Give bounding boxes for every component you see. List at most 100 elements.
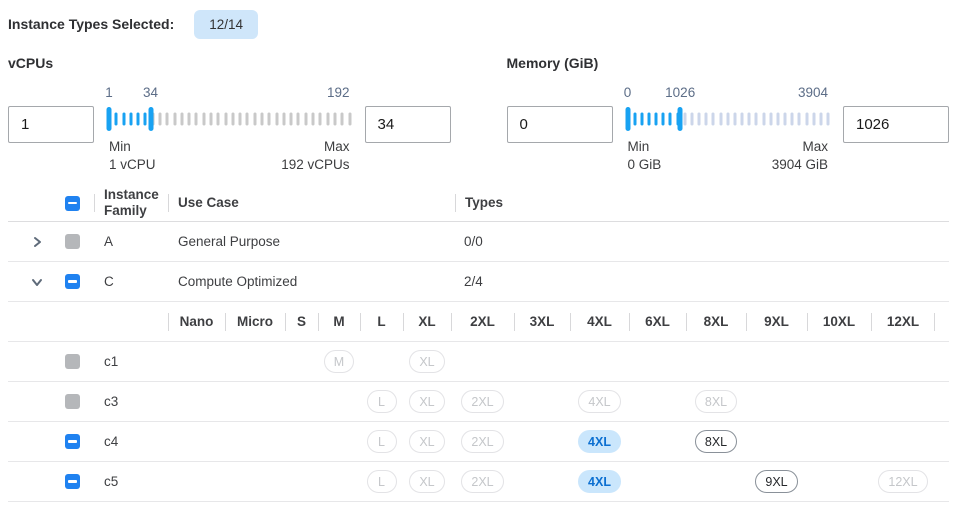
table-body: A General Purpose 0/0 C Compute Optimized 2/4… — [8, 222, 949, 502]
slider-tick — [289, 112, 293, 126]
slider-tick — [340, 112, 344, 126]
type-name: c4 — [104, 434, 119, 449]
slider-min-caption: Min 1 vCPU — [109, 138, 156, 174]
min-label: Min — [109, 139, 131, 154]
slider-marks: 1 34 192 — [105, 85, 349, 106]
memory-slider[interactable]: 0 1026 3904 Min 0 GiB Max 3904 GiB — [624, 85, 830, 174]
column-types: Types — [465, 195, 504, 210]
slider-track[interactable] — [625, 106, 830, 132]
size-chip: 8XL — [694, 390, 738, 413]
slider-tick — [704, 112, 708, 126]
slider-tick — [647, 112, 651, 126]
family-row: A General Purpose 0/0 — [8, 222, 949, 262]
slider-tick — [136, 112, 140, 126]
slider-tick — [668, 112, 672, 126]
memory-max-input[interactable] — [843, 106, 949, 143]
slider-tick — [122, 112, 126, 126]
size-chip[interactable]: 8XL — [694, 430, 738, 453]
column-separator — [94, 194, 95, 212]
size-chip: XL — [409, 350, 445, 373]
family-row: C Compute Optimized 2/4 — [8, 262, 949, 302]
size-chip[interactable]: 9XL — [755, 470, 798, 493]
vcpus-max-input[interactable] — [364, 106, 451, 143]
size-column-label: 6XL — [629, 302, 686, 341]
slider-tick — [726, 112, 730, 126]
slider-tick — [275, 112, 279, 126]
slider-tick — [690, 112, 694, 126]
slider-tick — [776, 112, 780, 126]
type-row: c5 L XL 2XL 4XL 9XL 12XL — [8, 462, 949, 502]
vcpus-label: vCPUs — [8, 55, 54, 71]
slider-tick — [158, 112, 162, 126]
type-row: c3 L XL 2XL 4XL 8XL — [8, 382, 949, 422]
slider-tick — [326, 112, 330, 126]
slider-handle-low[interactable] — [625, 107, 630, 131]
slider-tick — [719, 112, 723, 126]
slider-tick — [187, 112, 191, 126]
vcpus-min-input[interactable] — [8, 106, 94, 143]
slider-tick — [747, 112, 751, 126]
size-column-label: S — [285, 302, 318, 341]
expand-chevron-icon[interactable] — [30, 235, 44, 249]
slider-captions: Min 0 GiB Max 3904 GiB — [628, 138, 829, 174]
size-chip[interactable]: 4XL — [578, 470, 621, 493]
table-header-row: Instance Family Use Case Types — [8, 185, 949, 222]
type-checkbox[interactable] — [65, 434, 80, 449]
slider-tick — [654, 112, 658, 126]
slider-handle-high[interactable] — [148, 107, 154, 131]
max-value: 3904 GiB — [771, 157, 828, 172]
types-count: 0/0 — [464, 234, 483, 249]
slider-tick — [245, 112, 249, 126]
selection-summary: Instance Types Selected: 12/14 — [8, 8, 949, 40]
slider-tick — [129, 112, 133, 126]
size-chip: XL — [409, 470, 445, 493]
slider-tick — [697, 112, 701, 126]
family-checkbox[interactable] — [65, 274, 80, 289]
filters: vCPUs 1 34 192 Min 1 vCPU Max 192 vCPUs Memory… — [8, 55, 949, 174]
slider-tick — [805, 112, 809, 126]
type-name: c5 — [104, 474, 119, 489]
collapse-chevron-icon[interactable] — [30, 275, 44, 289]
slider-tick — [231, 112, 235, 126]
column-use-case: Use Case — [178, 195, 239, 210]
slider-tick — [661, 112, 665, 126]
size-chip[interactable]: 4XL — [578, 430, 621, 453]
slider-tick — [769, 112, 773, 126]
slider-handle-high[interactable] — [677, 107, 683, 131]
slider-track[interactable] — [106, 106, 351, 132]
sizes-header-row: Nano Micro S M L XL 2XL 3XL 4XL 6XL 8XL 9XL 10XL 12XL — [8, 302, 949, 342]
size-chip: 2XL — [461, 390, 504, 413]
selected-count-badge: 12/14 — [194, 9, 259, 39]
size-column-label: 4XL — [570, 302, 629, 341]
min-value: 1 vCPU — [109, 157, 156, 172]
slider-captions: Min 1 vCPU Max 192 vCPUs — [109, 138, 350, 174]
slider-min-caption: Min 0 GiB — [628, 138, 662, 174]
type-checkbox[interactable] — [65, 474, 80, 489]
size-column-label: M — [318, 302, 360, 341]
slider-handle-low[interactable] — [106, 107, 112, 131]
size-column-label: 2XL — [451, 302, 514, 341]
expand-column-spacer — [8, 185, 56, 221]
slider-max-caption: Max 3904 GiB — [772, 138, 828, 174]
slider-mark-low: 0 — [623, 85, 632, 100]
slider-marks: 0 1026 3904 — [624, 85, 828, 106]
instance-table: Instance Family Use Case Types A General … — [8, 185, 949, 502]
slider-tick — [812, 112, 816, 126]
slider-mark-max: 3904 — [797, 85, 828, 100]
slider-tick — [296, 112, 300, 126]
slider-tick — [683, 112, 687, 126]
type-name: c1 — [104, 354, 119, 369]
slider-tick — [783, 112, 787, 126]
instance-types-selected-label: Instance Types Selected: — [8, 16, 175, 32]
max-label: Max — [323, 139, 350, 154]
column-instance-family: Instance Family — [104, 187, 159, 218]
select-all-checkbox[interactable] — [65, 195, 80, 211]
memory-min-input[interactable] — [506, 106, 613, 143]
size-column-label: Micro — [225, 302, 285, 341]
slider-tick — [733, 112, 737, 126]
vcpus-slider[interactable]: 1 34 192 Min 1 vCPU Max 192 vCPUs — [105, 85, 351, 174]
slider-max-caption: Max 192 vCPUs — [281, 138, 349, 174]
size-chip: 12XL — [878, 470, 928, 493]
size-column-label: Nano — [168, 302, 225, 341]
